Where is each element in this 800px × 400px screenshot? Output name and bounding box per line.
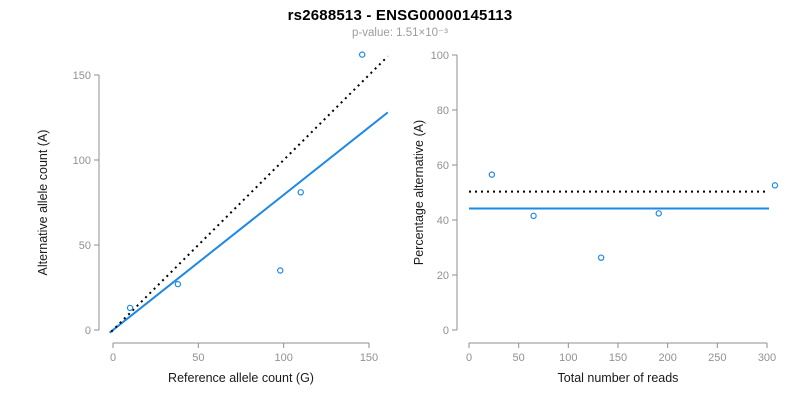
identity-line [110,55,389,333]
x-tick-label: 100 [274,352,292,364]
data-point [358,51,366,58]
data-point [597,254,605,261]
y-tick-label: 60 [437,160,449,172]
x-tick-label: 200 [658,352,676,364]
data-point [174,280,182,288]
x-tick-label: 0 [466,352,472,364]
data-point [771,182,779,189]
data-point [530,212,537,220]
fit-line [108,111,389,334]
data-point [277,267,284,274]
x-tick-label: 150 [360,352,378,364]
data-point [488,171,496,178]
y-tick-label: 40 [437,215,449,227]
x-axis-title: Reference allele count (G) [168,371,314,385]
y-tick-label: 80 [437,105,449,117]
x-axis-title: Total number of reads [558,371,679,385]
y-tick-label: 150 [73,70,91,82]
data-point [297,189,304,196]
y-axis-title: Alternative allele count (A) [36,130,50,276]
data-point [655,210,662,217]
left-chart: 0 50 100 150 0 50 100 150 Reference allele count… [36,51,389,385]
x-tick-label: 100 [559,352,577,364]
x-tick-label: 250 [708,352,726,364]
figure-title: rs2688513 - ENSG00000145113 [287,7,513,24]
y-tick-label: 100 [431,50,449,62]
right-chart: 0 20 40 60 80 100 0 50 100 150 200 250 300 Total numb… [412,50,779,385]
y-tick-label: 100 [73,155,91,167]
y-axis-title: Percentage alternative (A) [412,120,426,265]
data-point [126,304,134,312]
x-tick-label: 300 [758,352,776,364]
x-tick-label: 150 [609,352,627,364]
x-tick-label: 50 [513,352,525,364]
y-tick-label: 50 [79,240,91,252]
y-tick-label: 0 [85,325,91,337]
y-tick-label: 20 [437,270,449,282]
x-tick-label: 50 [192,352,204,364]
y-tick-label: 0 [443,325,449,337]
x-tick-label: 0 [110,352,116,364]
figure-subtitle-pvalue: p-value: 1.51×10⁻³ [352,27,448,39]
